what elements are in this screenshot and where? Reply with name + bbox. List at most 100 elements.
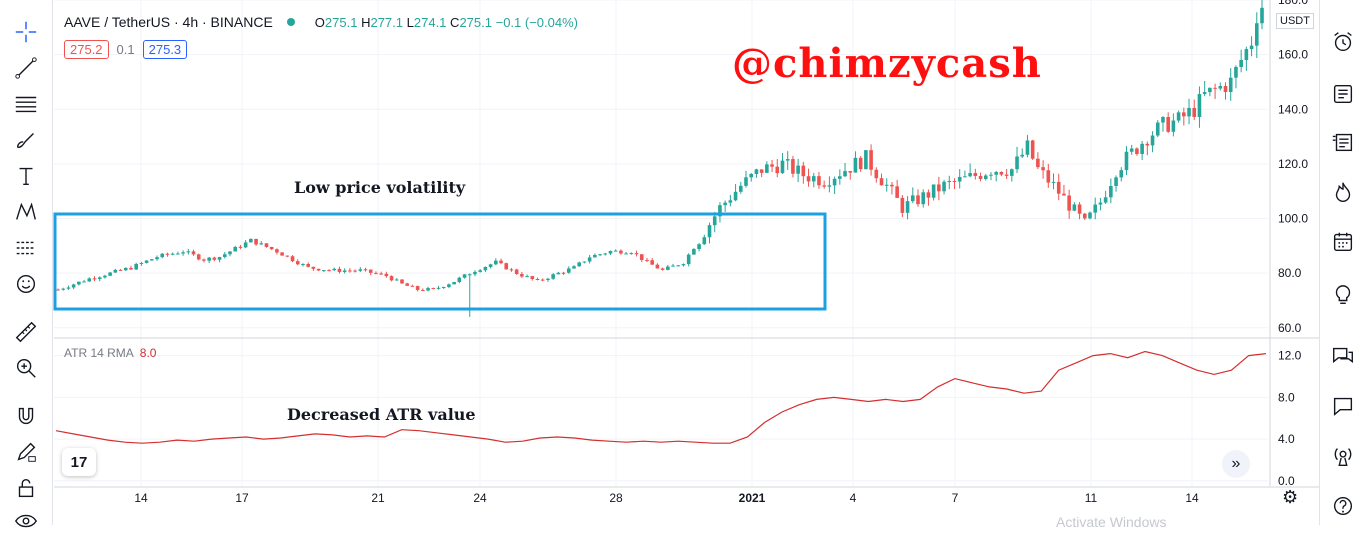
- list-icon[interactable]: [1327, 126, 1359, 158]
- candle-body: [441, 287, 446, 289]
- tradingview-logo[interactable]: 17: [62, 448, 96, 476]
- candle-body: [415, 286, 420, 290]
- chat-bubble-icon[interactable]: [1327, 390, 1359, 422]
- candle-body: [1135, 148, 1139, 154]
- candle-body: [71, 284, 76, 288]
- fib-icon[interactable]: [10, 88, 42, 120]
- candle-body: [92, 278, 97, 280]
- market-status-dot: [286, 18, 295, 26]
- candle-body: [1098, 202, 1103, 205]
- candle-body: [1239, 59, 1243, 68]
- lock-icon[interactable]: [10, 472, 42, 504]
- price-tick-label: 180.0: [1278, 0, 1308, 7]
- candle-body: [947, 180, 952, 182]
- candle-body: [61, 288, 66, 290]
- candle-body: [926, 192, 931, 198]
- candle-body: [311, 266, 316, 269]
- symbol-title[interactable]: AAVE / TetherUS · 4h · BINANCE: [64, 14, 273, 30]
- candle-body: [989, 174, 993, 176]
- lightbulb-icon[interactable]: [1327, 278, 1359, 310]
- buy-price-button[interactable]: 275.3: [142, 40, 188, 59]
- candle-body: [608, 251, 613, 254]
- candle-body: [264, 243, 269, 247]
- candle-body: [275, 249, 279, 253]
- candle-body: [733, 191, 738, 201]
- candle-body: [582, 261, 587, 263]
- candle-body: [525, 276, 529, 278]
- candle-body: [754, 169, 759, 174]
- candle-body: [1124, 151, 1129, 171]
- candle-body: [176, 253, 180, 255]
- candle-body: [712, 216, 717, 226]
- candle-body: [832, 178, 837, 186]
- candle-body: [259, 243, 264, 245]
- atr-name[interactable]: ATR 14 RMA: [64, 346, 134, 360]
- help-icon[interactable]: [1327, 490, 1359, 522]
- low-label: L: [406, 14, 414, 30]
- candle-body: [535, 278, 540, 280]
- candle-body: [483, 266, 488, 271]
- candle-body: [744, 177, 748, 186]
- candle-body: [160, 253, 165, 258]
- candle-body: [874, 169, 879, 179]
- currency-label[interactable]: USDT: [1276, 13, 1314, 29]
- candle-body: [723, 202, 727, 206]
- fire-icon[interactable]: [1327, 176, 1359, 208]
- magnet-icon[interactable]: [10, 400, 42, 432]
- time-tick-label: 14: [1185, 491, 1199, 505]
- candle-body: [707, 225, 712, 238]
- candle-body: [1244, 49, 1249, 60]
- candle-body: [1155, 122, 1160, 136]
- sell-price-button[interactable]: 275.2: [64, 40, 109, 59]
- candle-body: [968, 173, 972, 177]
- text-icon[interactable]: [10, 160, 42, 192]
- candle-body: [426, 288, 430, 291]
- alarm-clock-icon[interactable]: [1327, 26, 1359, 58]
- broadcast-icon[interactable]: [1327, 440, 1359, 472]
- candle-body: [613, 250, 618, 252]
- pattern-icon[interactable]: [10, 196, 42, 228]
- crosshair-icon[interactable]: [10, 16, 42, 48]
- brush-icon[interactable]: [10, 124, 42, 156]
- candle-body: [530, 276, 535, 279]
- candle-body: [1192, 107, 1197, 117]
- candle-body: [1025, 140, 1030, 155]
- candle-body: [134, 263, 138, 270]
- trend-line-icon[interactable]: [10, 52, 42, 84]
- candle-body: [822, 185, 826, 187]
- chart-canvas[interactable]: 14 17 21 24 28 2021 4 7 11 14 60.0 80.0 100.0 120.0 14…: [0, 0, 1366, 525]
- lock-pencil-icon[interactable]: [10, 436, 42, 468]
- candle-body: [316, 268, 321, 271]
- time-tick-label: 7: [952, 491, 959, 505]
- scroll-to-realtime-button[interactable]: »: [1222, 450, 1250, 478]
- ruler-icon[interactable]: [10, 316, 42, 348]
- candle-body: [332, 268, 337, 271]
- candle-body: [478, 270, 482, 272]
- candle-body: [165, 253, 170, 255]
- candle-body: [108, 272, 112, 276]
- newspaper-icon[interactable]: [1327, 78, 1359, 110]
- candle-body: [937, 184, 941, 192]
- emoji-icon[interactable]: [10, 268, 42, 300]
- candle-body: [1187, 107, 1191, 117]
- candle-body: [337, 268, 342, 272]
- atr-legend: ATR 14 RMA 8.0: [64, 346, 156, 360]
- candle-body: [228, 251, 232, 255]
- chat-icon[interactable]: [1327, 340, 1359, 372]
- candle-body: [1166, 117, 1170, 132]
- candle-body: [1082, 213, 1087, 219]
- candle-body: [718, 205, 722, 217]
- candle-body: [827, 185, 832, 187]
- candle-body: [890, 184, 894, 187]
- forecast-icon[interactable]: [10, 232, 42, 264]
- time-tick-label: 4: [850, 491, 857, 505]
- zoom-icon[interactable]: [10, 352, 42, 384]
- candle-body: [952, 180, 957, 182]
- eye-icon[interactable]: [10, 505, 42, 537]
- candle-body: [1260, 7, 1264, 24]
- time-tick-label: 17: [235, 491, 249, 505]
- gear-icon[interactable]: ⚙: [1282, 487, 1299, 507]
- calendar-icon[interactable]: [1327, 226, 1359, 258]
- candle-body: [202, 259, 206, 261]
- candle-body: [1010, 169, 1014, 176]
